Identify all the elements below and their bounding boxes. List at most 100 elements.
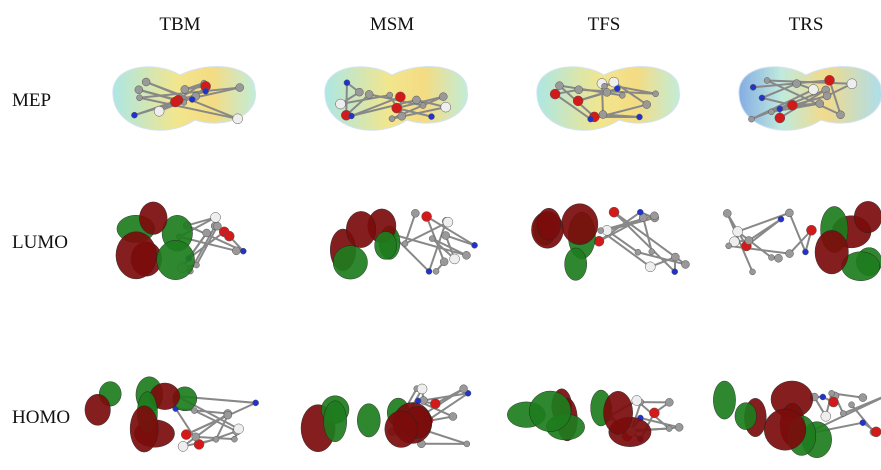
atom — [224, 411, 232, 419]
row-label: MEP — [12, 90, 51, 111]
mep-surface — [325, 67, 468, 131]
atom — [450, 254, 460, 264]
atom — [170, 97, 180, 107]
atom — [443, 217, 453, 227]
atom — [793, 80, 801, 88]
atom — [181, 85, 189, 93]
atom — [428, 114, 434, 120]
atom — [234, 424, 244, 434]
atom — [460, 385, 468, 393]
mep-surface — [537, 67, 680, 131]
bond — [601, 231, 651, 267]
atom — [420, 103, 426, 109]
atom — [442, 231, 450, 239]
atom — [231, 436, 237, 442]
atom — [733, 227, 743, 237]
homo-orbital — [507, 389, 683, 447]
atom — [598, 228, 604, 234]
atom — [181, 430, 191, 440]
atom — [847, 79, 857, 89]
lumo-orbital — [531, 204, 689, 281]
orbital-lobe — [324, 401, 347, 442]
atom — [635, 249, 641, 255]
lumo-orbital — [116, 202, 246, 280]
homo-orbital — [301, 384, 471, 452]
atom — [472, 242, 478, 248]
orbital-lobe — [116, 232, 157, 279]
atom — [599, 111, 607, 119]
atom — [871, 427, 881, 437]
orbital-lobe — [333, 246, 367, 279]
atom — [778, 216, 784, 222]
atom — [785, 209, 793, 217]
atom — [614, 86, 620, 92]
atom — [426, 268, 432, 274]
atom — [768, 109, 774, 115]
atom — [136, 95, 142, 101]
atom — [213, 436, 219, 442]
atom — [666, 426, 672, 432]
orbital-lobe — [157, 240, 195, 279]
atom — [829, 390, 835, 396]
orbital-lobe — [537, 208, 561, 240]
orbital-lobe — [562, 204, 598, 245]
mep-surface — [739, 67, 881, 131]
orbital-lobe — [854, 201, 881, 233]
orbital-lobe — [603, 391, 632, 434]
atom — [860, 420, 866, 426]
atom — [135, 86, 143, 94]
atom — [748, 116, 754, 122]
orbital-lobe — [815, 230, 848, 274]
atom — [224, 231, 234, 241]
atom — [411, 209, 419, 217]
orbital-lobe — [764, 409, 806, 450]
atom — [637, 209, 643, 215]
atom — [392, 103, 402, 113]
atom — [750, 84, 756, 90]
atom — [439, 93, 447, 101]
homo-orbital — [85, 377, 259, 452]
atom — [609, 207, 619, 217]
atom — [777, 106, 783, 112]
atom — [131, 112, 137, 118]
atom — [348, 113, 354, 119]
atom — [422, 212, 432, 222]
atom — [672, 269, 678, 275]
page: TBMMSMTFSTRSMEPLUMOHOMO (() => { const d… — [0, 0, 881, 465]
atom — [344, 80, 350, 86]
surface — [537, 67, 680, 131]
atom — [550, 89, 560, 99]
atom — [723, 209, 731, 217]
atom — [750, 269, 756, 275]
atom — [653, 91, 659, 97]
orbital-lobe — [529, 391, 571, 432]
atom — [398, 112, 406, 120]
atom — [555, 82, 563, 90]
atom — [189, 96, 195, 102]
atom — [603, 88, 611, 96]
atom — [365, 90, 373, 98]
atom — [849, 402, 855, 408]
column-header: TRS — [789, 14, 824, 35]
column-header: TFS — [588, 14, 621, 35]
atom — [462, 251, 470, 259]
atom — [786, 250, 794, 258]
atom — [665, 398, 673, 406]
mep-surface — [113, 67, 256, 131]
orbital-lobe — [346, 211, 376, 247]
atom — [203, 229, 211, 237]
atom — [802, 249, 808, 255]
atom — [464, 441, 470, 447]
atom — [336, 99, 346, 109]
atom — [825, 75, 835, 85]
atom — [211, 212, 221, 222]
atom — [417, 384, 427, 394]
column-header: MSM — [370, 14, 414, 35]
atom — [389, 116, 395, 122]
homo-orbital — [713, 381, 881, 458]
atom — [675, 423, 683, 431]
orbital-lobe — [130, 406, 158, 452]
atom — [816, 100, 824, 108]
atom — [412, 96, 420, 104]
atom — [387, 92, 393, 98]
